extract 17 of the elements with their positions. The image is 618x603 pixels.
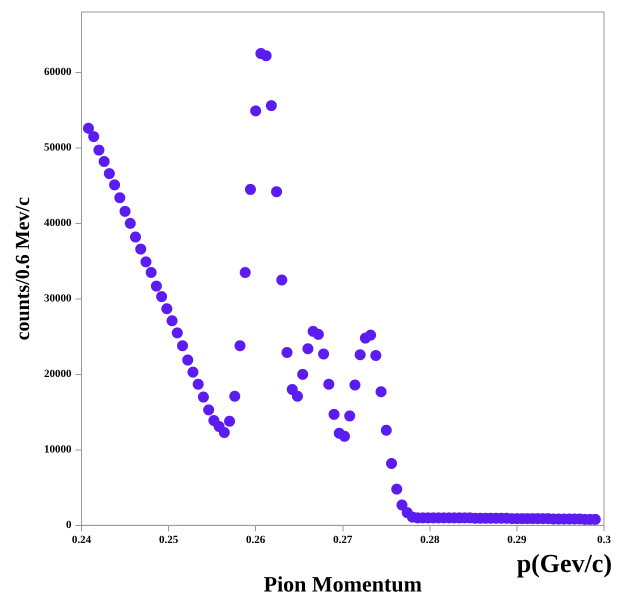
- y-tick-label: 10000: [44, 444, 72, 456]
- x-tick-label: 0.26: [246, 534, 266, 546]
- x-tick-label: 0.25: [158, 534, 179, 546]
- x-tick-label: 0.3: [597, 534, 612, 546]
- y-tick-label: 0: [66, 519, 72, 532]
- x-tick-label: 0.29: [507, 534, 528, 546]
- x-tick-label: 0.27: [333, 534, 353, 546]
- y-tick-label: 50000: [44, 142, 72, 154]
- y-tick-label: 20000: [44, 368, 72, 380]
- x-tick-label: 0.24: [72, 534, 92, 546]
- x-axis-title: Pion Momentum: [264, 571, 422, 596]
- y-tick-label: 40000: [44, 217, 72, 230]
- x-tick-label: 0.28: [420, 534, 440, 546]
- y-tick-label: 30000: [44, 292, 72, 305]
- y-tick-label: 60000: [44, 66, 72, 78]
- text: p(Gev/c): [516, 549, 612, 578]
- y-axis-title: counts/0.6 Mev/c: [12, 196, 34, 340]
